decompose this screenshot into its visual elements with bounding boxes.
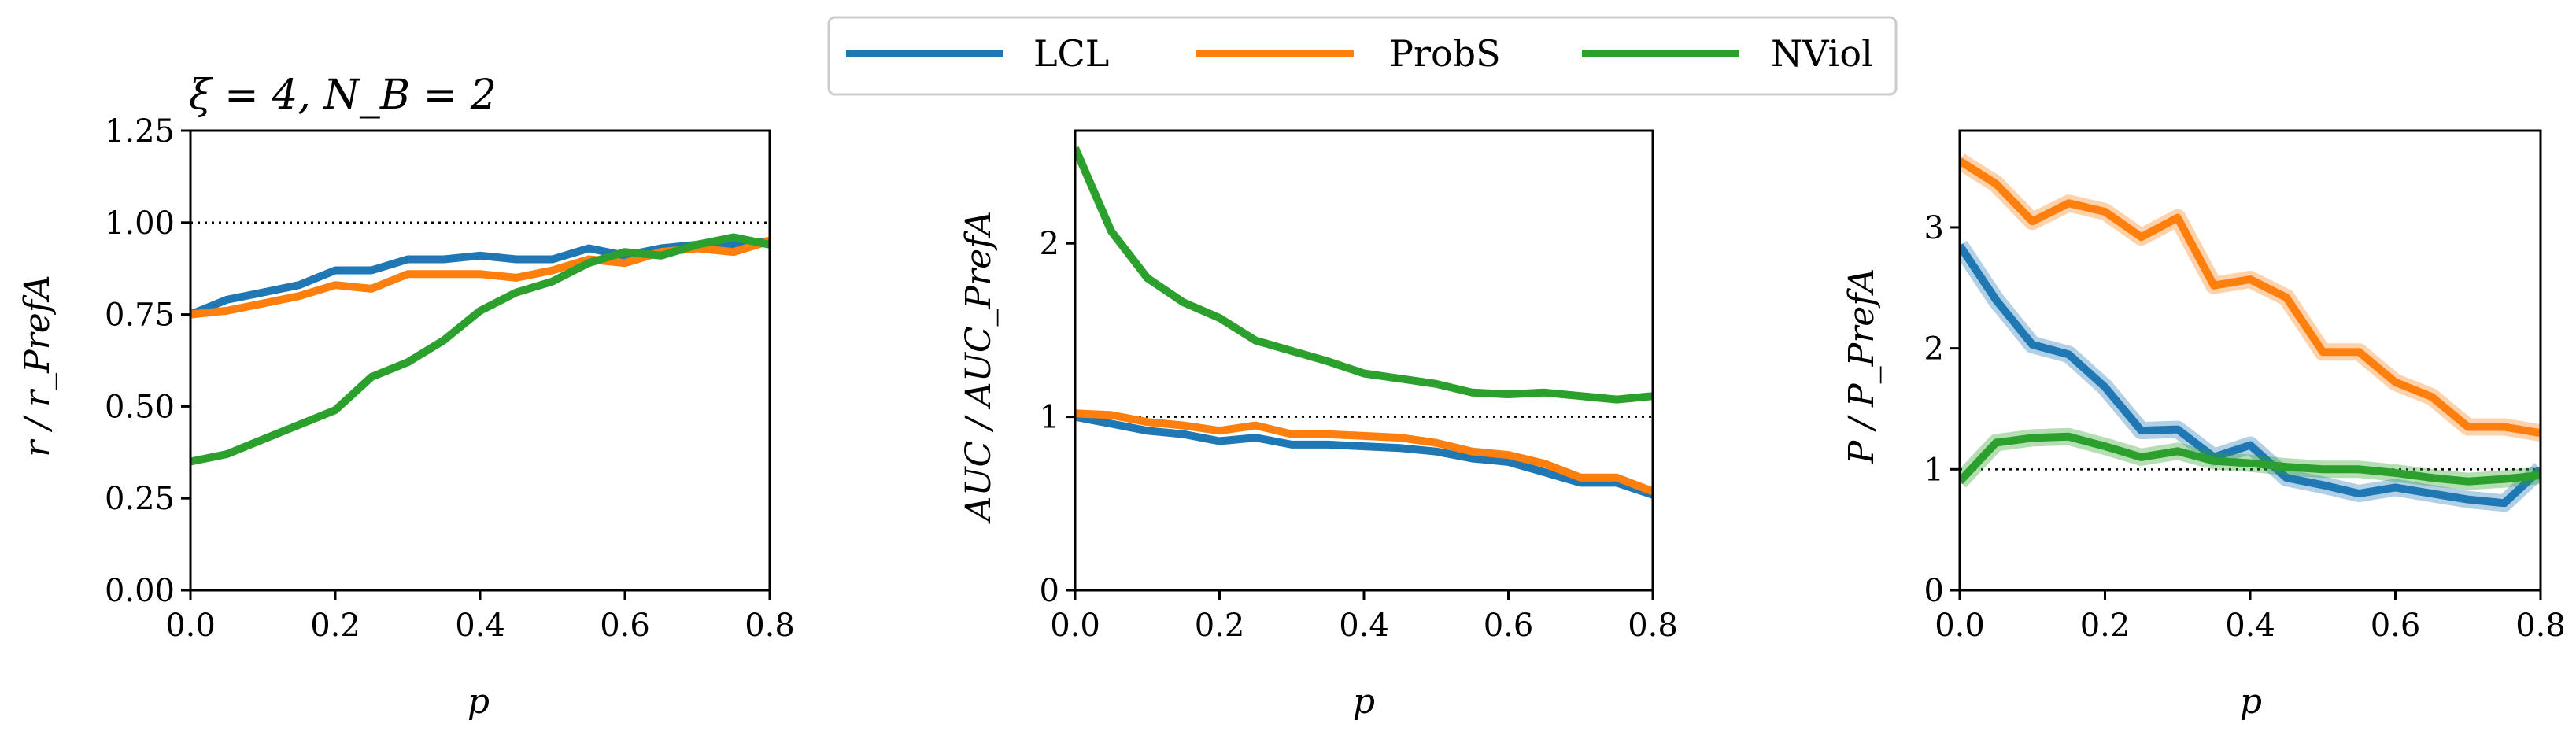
- y-tick-label: 0: [1040, 573, 1059, 609]
- legend: LCL ProbS NViol: [827, 16, 1898, 96]
- series-line-nviol: [190, 233, 770, 466]
- y-tick-label: 0.00: [105, 573, 175, 609]
- series-line-probs: [1075, 409, 1653, 496]
- legend-label-nviol: NViol: [1771, 32, 1873, 75]
- x-axis: 0.0 0.2 0.4 0.6 0.8: [1935, 590, 2566, 644]
- series-line-probs: [1960, 157, 2541, 438]
- panel-auc-ratio: 0.0 0.2 0.4 0.6 0.8 0 1 2 p AUC / AUC_PrefA: [959, 129, 1678, 722]
- y-tick-label: 3: [1924, 210, 1944, 246]
- y-axis-label: P / P_PrefA: [1842, 268, 1882, 465]
- panel-title: ξ = 4, N_B = 2: [189, 72, 497, 119]
- x-tick-label: 0.4: [455, 608, 505, 644]
- y-tick-label: 0.25: [105, 481, 175, 517]
- series-band-probs: [1960, 153, 2541, 442]
- x-tick-label: 0.0: [165, 608, 216, 644]
- legend-label-lcl: LCL: [1033, 32, 1109, 75]
- x-tick-label: 0.2: [2080, 608, 2131, 644]
- y-axis-label: r / r_PrefA: [17, 275, 57, 457]
- x-tick-label: 0.4: [1339, 608, 1389, 644]
- x-tick-label: 0.2: [1195, 608, 1245, 644]
- legend-label-probs: ProbS: [1389, 32, 1501, 75]
- series-line-lcl: [1960, 243, 2541, 508]
- x-axis: 0.0 0.2 0.4 0.6 0.8: [1050, 590, 1678, 644]
- series-line-nviol: [1960, 432, 2541, 486]
- data-lines: [189, 129, 771, 592]
- x-axis-label: p: [1353, 682, 1375, 722]
- x-tick-label: 0.6: [1484, 608, 1534, 644]
- x-tick-label: 0.4: [2225, 608, 2275, 644]
- y-tick-label: 0.50: [105, 389, 175, 425]
- legend-frame: [827, 16, 1898, 96]
- y-tick-label: 0.75: [105, 297, 175, 334]
- x-tick-label: 0.8: [2515, 608, 2566, 644]
- y-tick-label: 1: [1040, 400, 1059, 436]
- data-lines: [1074, 129, 1654, 592]
- y-axis: 0 1 2 3: [1924, 210, 1960, 609]
- panel-r-ratio: ξ = 4, N_B = 2 0.0 0.2 0.4 0.6 0.8 0.000.250…: [17, 72, 795, 722]
- y-axis-label: AUC / AUC_PrefA: [959, 211, 999, 525]
- x-axis-label: p: [468, 682, 490, 722]
- x-tick-label: 0.6: [600, 608, 650, 644]
- x-tick-label: 0.6: [2371, 608, 2421, 644]
- x-tick-label: 0.2: [310, 608, 360, 644]
- y-tick-label: 1.25: [105, 113, 175, 150]
- x-tick-label: 0.8: [745, 608, 795, 644]
- panel-precision-ratio: 0.0 0.2 0.4 0.6 0.8 0 1 2 3 p P / P_PrefA: [1842, 129, 2566, 722]
- x-axis: 0.0 0.2 0.4 0.6 0.8: [165, 590, 795, 644]
- axes-frame: [1074, 129, 1654, 592]
- y-axis: 0 1 2: [1040, 226, 1075, 609]
- axes-frame: [189, 129, 771, 592]
- data-lines: [1958, 129, 2542, 592]
- x-tick-label: 0.8: [1628, 608, 1678, 644]
- series-line-lcl: [1075, 412, 1653, 499]
- x-tick-label: 0.0: [1935, 608, 1985, 644]
- y-tick-label: 2: [1924, 331, 1944, 368]
- axes-frame: [1958, 129, 2542, 592]
- x-axis-label: p: [2240, 682, 2262, 722]
- y-tick-label: 0: [1924, 573, 1944, 609]
- x-tick-label: 0.0: [1050, 608, 1100, 644]
- y-tick-label: 2: [1040, 226, 1059, 262]
- y-tick-label: 1: [1924, 452, 1944, 488]
- series-line-nviol: [1075, 146, 1653, 404]
- y-axis: 0.00 0.25 0.50 0.75 1.00 1.25: [105, 113, 190, 609]
- y-tick-label: 1.00: [105, 205, 175, 242]
